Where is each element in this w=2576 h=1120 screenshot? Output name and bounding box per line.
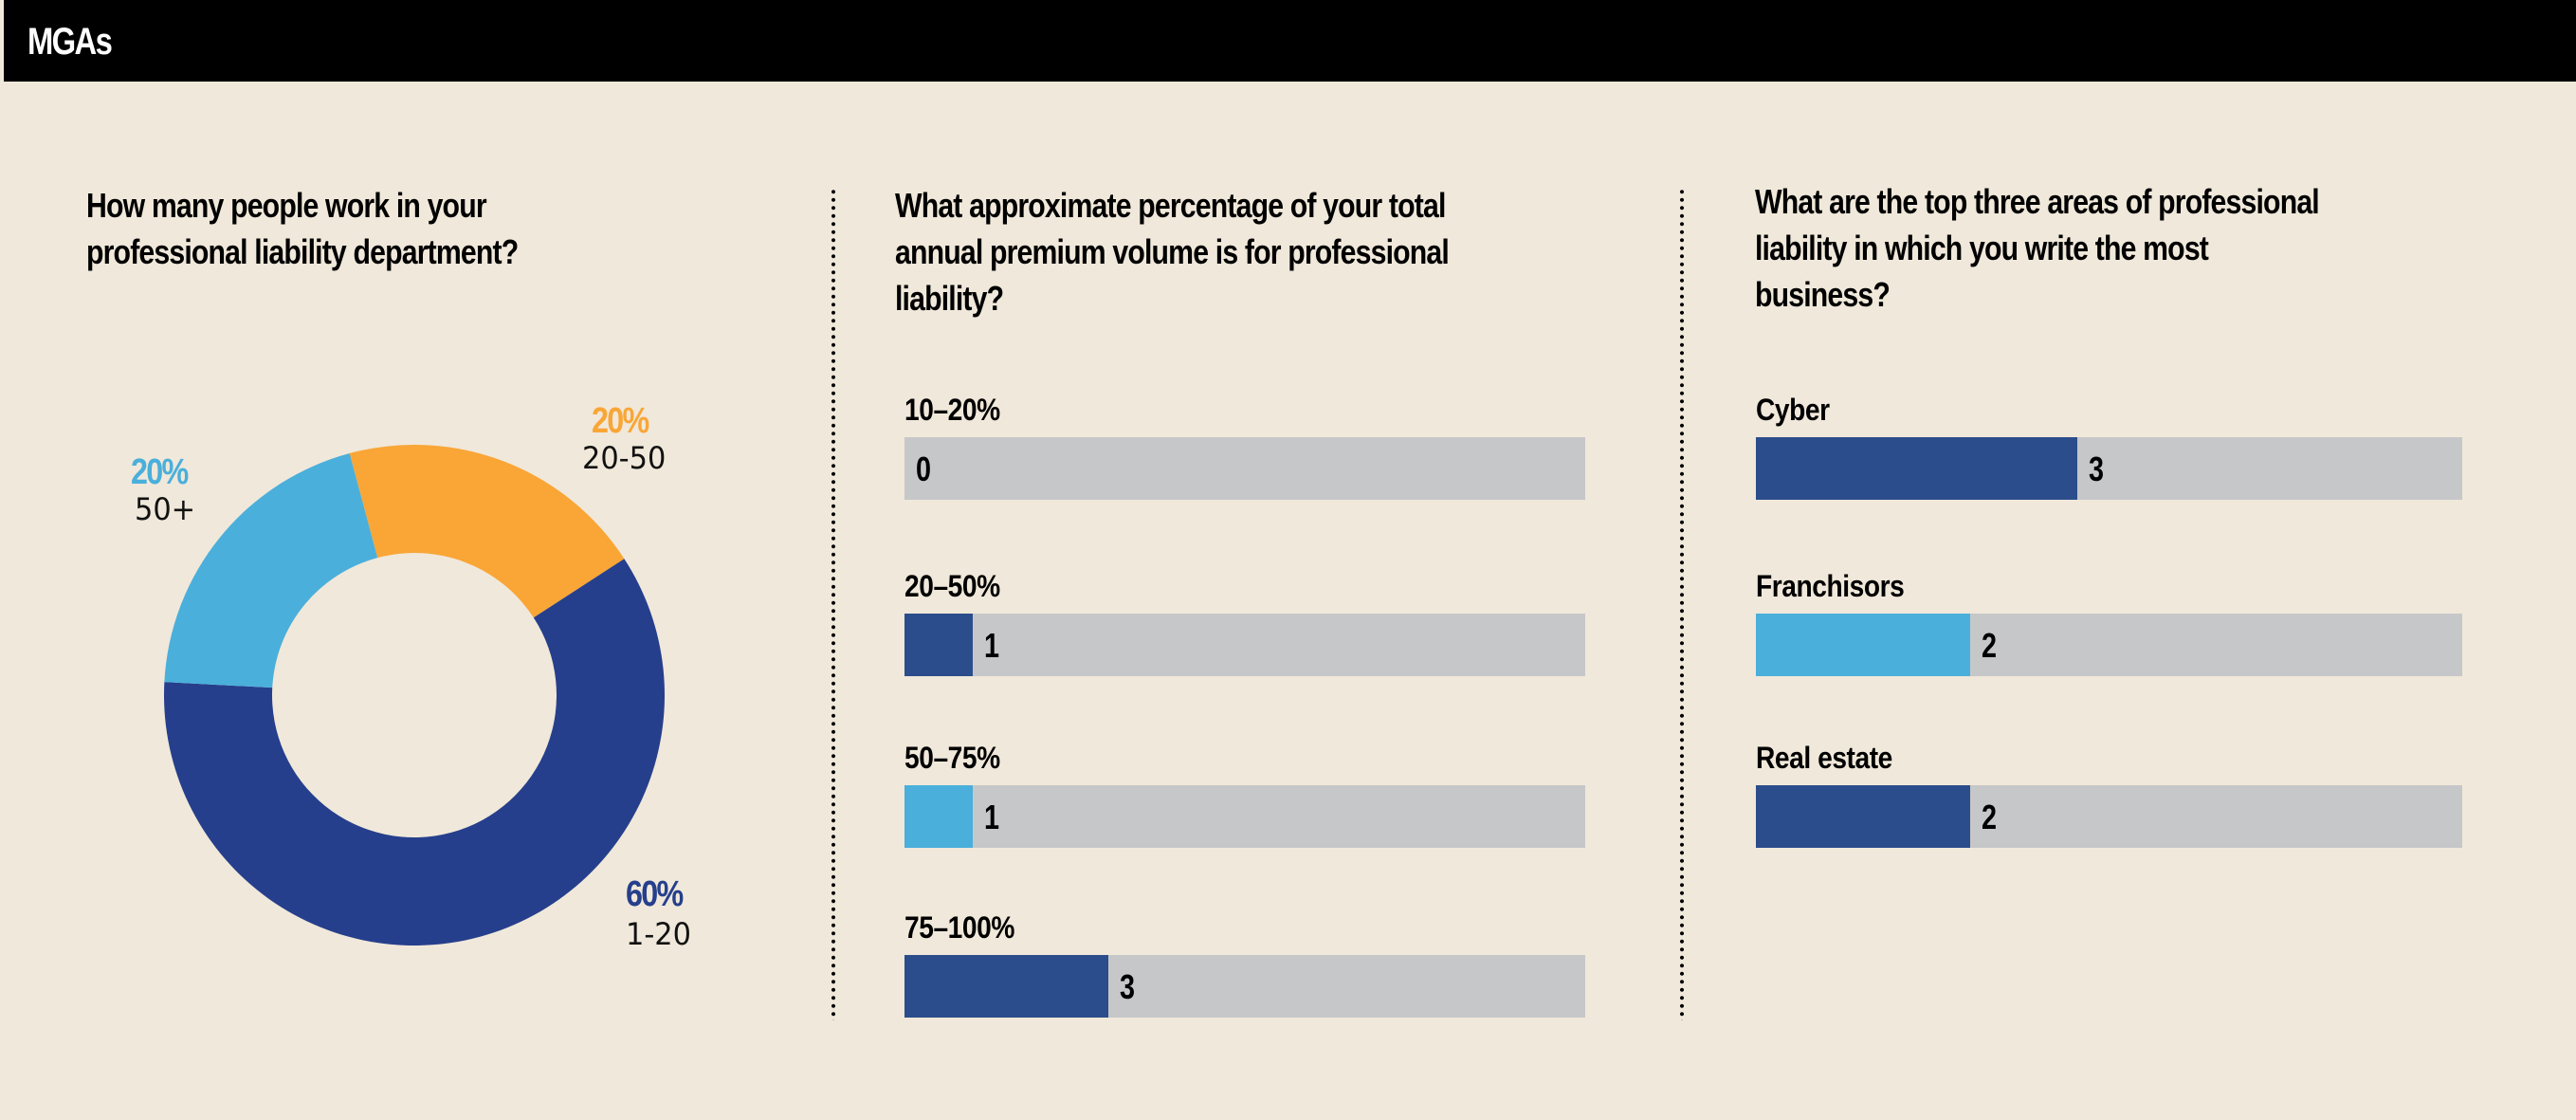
column-divider-1 (831, 188, 835, 1020)
donut-slice-1-20 (163, 559, 666, 946)
header-bar: MGAs (4, 0, 2576, 82)
premium-bar-value: 1 (984, 626, 1000, 665)
premium-bar-track: 3 (904, 955, 1585, 1018)
donut-cat-label-50-plus: 50+ (135, 491, 196, 527)
premium-bar-track: 1 (904, 614, 1585, 676)
top-areas-question-title: What are the top three areas of professi… (1755, 182, 2320, 314)
top-area-bar-label: Real estate (1756, 741, 1892, 775)
header-title: MGAs (27, 21, 113, 63)
top-area-bar-label: Franchisors (1756, 569, 1905, 603)
premium-bar-label: 20–50% (904, 569, 1000, 603)
column-divider-2 (1680, 188, 1684, 1020)
premium-bar-track: 0 (904, 437, 1585, 500)
donut-pct-label-20-50: 20% (592, 401, 649, 441)
top-area-bar-track: 2 (1756, 785, 2462, 848)
premium-bar-track: 1 (904, 785, 1585, 848)
donut-chart (163, 444, 666, 946)
top-area-bar-value: 2 (1982, 626, 1998, 665)
donut-slice-20-50 (349, 444, 625, 618)
top-area-bar-track: 2 (1756, 614, 2462, 676)
donut-slice-50-plus (164, 452, 378, 689)
donut-cat-label-1-20: 1-20 (626, 916, 691, 952)
top-area-bar-value: 3 (2089, 450, 2105, 488)
donut-pct-label-1-20: 60% (626, 874, 684, 914)
top-area-bar-value: 2 (1982, 798, 1998, 836)
top-area-bar-fill (1756, 614, 1970, 676)
premium-question-title: What approximate percentage of your tota… (895, 186, 1450, 318)
premium-bar-label: 10–20% (904, 393, 1000, 427)
premium-bar-value: 1 (984, 798, 1000, 836)
premium-bar-fill (904, 955, 1108, 1018)
top-area-bar-fill (1756, 437, 2077, 500)
premium-bar-value: 0 (916, 450, 932, 488)
premium-bar-fill (904, 614, 973, 676)
top-area-bar-fill (1756, 785, 1970, 848)
premium-bar-value: 3 (1120, 967, 1136, 1006)
donut-cat-label-20-50: 20-50 (582, 440, 667, 476)
donut-question-title: How many people work in your professiona… (86, 186, 519, 271)
donut-pct-label-50-plus: 20% (131, 452, 189, 492)
top-area-bar-track: 3 (1756, 437, 2462, 500)
premium-bar-label: 50–75% (904, 741, 1000, 775)
premium-bar-label: 75–100% (904, 910, 1014, 945)
premium-bar-fill (904, 785, 973, 848)
top-area-bar-label: Cyber (1756, 393, 1830, 427)
